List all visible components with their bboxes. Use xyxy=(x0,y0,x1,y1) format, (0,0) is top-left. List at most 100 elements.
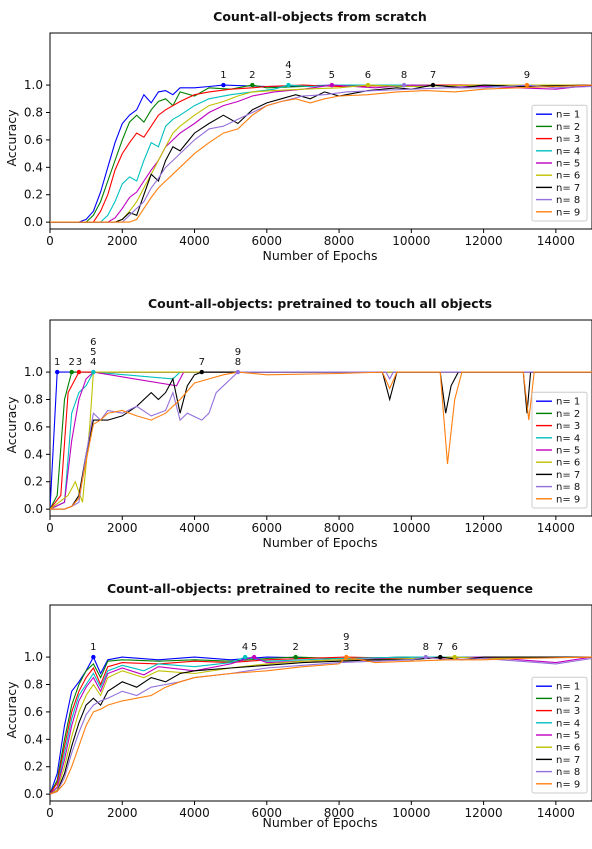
x-tick-label: 12000 xyxy=(465,234,503,248)
legend-label: n= 6 xyxy=(556,171,580,182)
y-axis-label: Accuracy xyxy=(4,396,19,454)
legend-label: n= 2 xyxy=(556,694,580,705)
series-line xyxy=(50,656,592,795)
legend-label: n= 9 xyxy=(556,494,580,505)
series-line xyxy=(50,656,592,795)
annotation-label: 7 xyxy=(199,357,205,368)
y-axis-label: Accuracy xyxy=(4,109,19,167)
annotation-label: 9 xyxy=(343,632,349,643)
annotation-marker xyxy=(344,654,349,660)
annotation-label: 6 xyxy=(365,70,371,81)
annotation-label: 6 xyxy=(90,337,96,348)
annotation-marker xyxy=(430,82,436,88)
series-line xyxy=(50,656,592,795)
y-tick-label: 0.6 xyxy=(24,133,43,147)
x-tick-label: 4000 xyxy=(179,806,210,820)
series-line xyxy=(50,84,592,223)
series-line xyxy=(50,371,592,510)
legend-label: n= 4 xyxy=(556,146,580,157)
legend-label: n= 3 xyxy=(556,706,580,717)
series-group xyxy=(50,371,592,510)
plot-area: 0 2000 4000 6000 8000 10000 12000 14000 0.0 0.2 0.… xyxy=(24,32,592,248)
annotation-marker xyxy=(55,369,60,375)
series-line xyxy=(50,655,592,795)
series-line xyxy=(50,84,592,223)
legend-label: n= 9 xyxy=(556,207,580,218)
series-line xyxy=(50,371,592,510)
annotation-label: 5 xyxy=(251,642,257,653)
series-line xyxy=(50,84,592,223)
axes-frame xyxy=(49,319,592,517)
annotation-marker xyxy=(250,82,255,88)
x-tick-label: 4000 xyxy=(179,234,210,248)
annotation-label: 1 xyxy=(90,642,96,653)
x-tick-label: 6000 xyxy=(252,521,283,535)
y-tick-label: 0.4 xyxy=(24,447,43,461)
series-line xyxy=(50,371,592,510)
annotation-label: 8 xyxy=(423,642,429,653)
legend-label: n= 8 xyxy=(556,482,580,493)
annotation-label: 3 xyxy=(343,642,349,653)
y-tick-label: 0.0 xyxy=(24,787,43,801)
chart-title: Count-all-objects: pretrained to touch a… xyxy=(148,296,492,311)
legend-label: n= 2 xyxy=(556,409,580,420)
x-tick-label: 2000 xyxy=(107,521,138,535)
series-line xyxy=(50,84,592,223)
annotation-label: 7 xyxy=(437,642,443,653)
series-line xyxy=(50,84,592,223)
annotation-marker xyxy=(221,82,226,88)
series-line xyxy=(50,656,592,795)
annotation-label: 4 xyxy=(242,642,248,653)
series-group xyxy=(50,655,592,795)
annotation-label: 9 xyxy=(235,347,241,358)
chart-title: Count-all-objects: pretrained to recite … xyxy=(107,581,533,596)
x-axis-label: Number of Epochs xyxy=(263,535,378,550)
x-tick-label: 2000 xyxy=(107,234,138,248)
annotation-marker xyxy=(365,82,371,88)
chart-title: Count-all-objects from scratch xyxy=(213,9,427,24)
y-tick-label: 0.0 xyxy=(24,215,43,229)
legend-label: n= 5 xyxy=(556,159,580,170)
annotation-marker xyxy=(329,82,335,88)
legend-label: n= 8 xyxy=(556,767,580,778)
series-line xyxy=(50,84,592,223)
legend-label: n= 1 xyxy=(556,110,580,121)
y-tick-label: 0.2 xyxy=(24,760,43,774)
annotation-label: 2 xyxy=(249,70,255,81)
y-axis-label: Accuracy xyxy=(4,681,19,739)
legend: n= 1n= 2n= 3n= 4 n= 5n= 6n= 7n= 8n= 9 xyxy=(531,676,588,794)
annotation-label: 8 xyxy=(235,357,241,368)
y-tick-label: 0.0 xyxy=(24,502,43,516)
series-line xyxy=(50,371,592,510)
y-tick-label: 0.8 xyxy=(24,105,43,119)
annotation-marker xyxy=(401,82,407,88)
x-tick-label: 0 xyxy=(46,806,54,820)
x-tick-label: 10000 xyxy=(392,234,430,248)
series-line xyxy=(50,84,592,223)
annotation-label: 6 xyxy=(452,642,458,653)
x-tick-label: 4000 xyxy=(179,521,210,535)
x-axis-label: Number of Epochs xyxy=(263,815,378,830)
chart-svg: Count-all-objects: pretrained to touch a… xyxy=(4,296,592,550)
x-tick-label: 8000 xyxy=(324,806,355,820)
annotation-label: 1 xyxy=(220,70,226,81)
legend-box xyxy=(531,104,588,222)
series-line xyxy=(50,371,592,510)
annotation-label: 3 xyxy=(76,357,82,368)
annotation-marker xyxy=(69,369,74,375)
legend-box xyxy=(531,676,588,794)
legend-label: n= 7 xyxy=(556,755,580,766)
legend-label: n= 3 xyxy=(556,134,580,145)
x-tick-label: 8000 xyxy=(324,521,355,535)
series-group xyxy=(50,84,592,223)
annotation-label: 8 xyxy=(401,70,407,81)
legend-label: n= 6 xyxy=(556,743,580,754)
annotation-marker xyxy=(235,369,241,375)
y-tick-label: 1.0 xyxy=(24,650,43,664)
x-tick-label: 10000 xyxy=(392,806,430,820)
annotation-marker xyxy=(452,654,457,660)
plot-area: 0 2000 4000 6000 8000 10000 12000 14000 0.0 0.2 0.… xyxy=(24,604,592,820)
chart-svg: Count-all-objects: pretrained to recite … xyxy=(4,581,592,830)
legend: n= 1n= 2n= 3n= 4 n= 5n= 6n= 7n= 8n= 9 xyxy=(531,391,588,509)
chart-svg: Count-all-objects from scratch 0 2000 4000… xyxy=(4,9,592,263)
